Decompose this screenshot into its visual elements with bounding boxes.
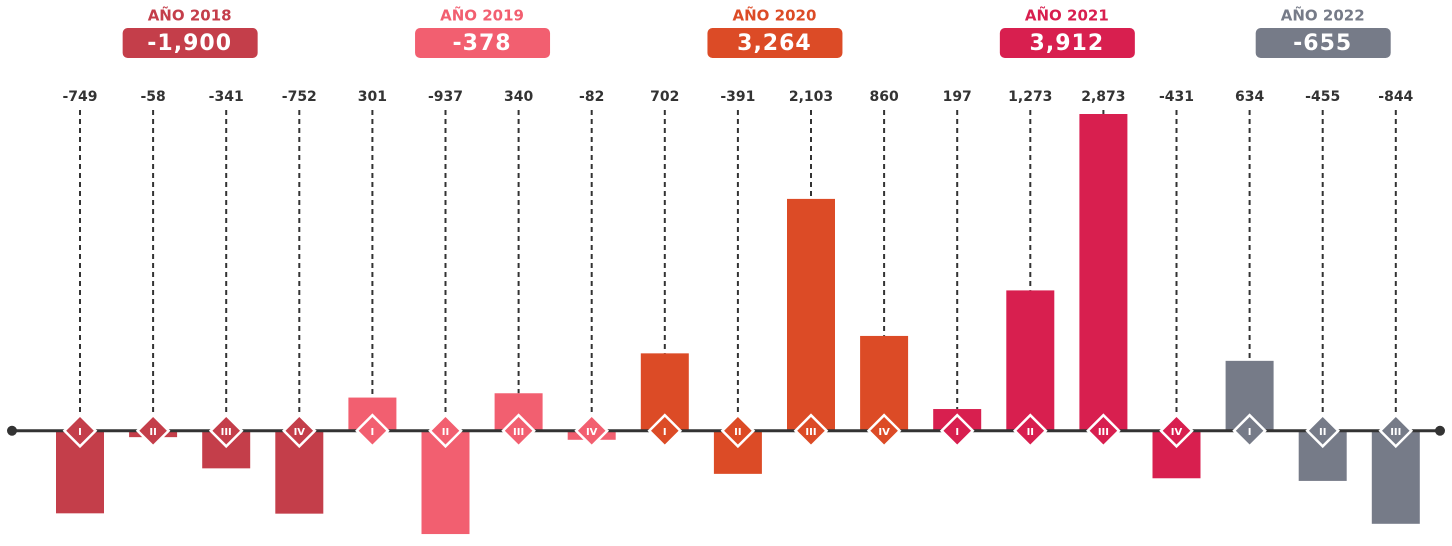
value-label: 301	[358, 89, 387, 105]
quarter-label: II	[442, 427, 449, 438]
quarter-label: III	[513, 427, 524, 438]
quarter-label: I	[663, 427, 667, 438]
value-label: -58	[140, 89, 165, 105]
quarter-label: I	[955, 427, 959, 438]
axis-end	[7, 425, 17, 436]
year-label: AÑO 2021	[1025, 6, 1109, 25]
value-label: -752	[282, 89, 317, 105]
quarter-marker	[428, 413, 463, 449]
value-label: 197	[943, 89, 972, 105]
value-label: 340	[504, 89, 533, 105]
quarter-label: I	[78, 427, 82, 438]
year-total-box	[1255, 28, 1391, 58]
quarter-marker	[720, 413, 756, 449]
value-label: 634	[1235, 89, 1264, 105]
value-label: -455	[1305, 89, 1340, 105]
year-label: AÑO 2019	[440, 6, 524, 25]
value-label: 702	[650, 89, 679, 105]
quarter-marker	[1232, 413, 1267, 449]
bar	[787, 198, 835, 431]
quarter-marker	[1086, 413, 1121, 449]
quarter-label: IV	[586, 427, 598, 438]
value-label: 2,873	[1081, 89, 1125, 105]
bar	[1079, 114, 1128, 431]
quarter-marker	[208, 413, 244, 449]
value-label: 2,103	[789, 89, 833, 105]
year-label: AÑO 2022	[1281, 6, 1365, 25]
quarter-marker	[866, 413, 902, 449]
quarter-label: III	[221, 427, 232, 438]
year-label: AÑO 2018	[148, 6, 232, 25]
quarter-label: II	[149, 427, 156, 438]
year-total-box	[415, 28, 551, 58]
quarter-marker	[1012, 413, 1048, 449]
value-label: 1,273	[1008, 89, 1052, 105]
value-label: -749	[62, 89, 97, 105]
quarter-label: I	[1248, 427, 1252, 438]
quarter-label: III	[1098, 427, 1109, 438]
quarter-label: II	[1319, 427, 1326, 438]
value-label: 860	[869, 89, 898, 105]
quarter-marker	[574, 413, 610, 449]
quarter-marker	[1305, 413, 1341, 449]
value-label: -937	[428, 89, 463, 105]
value-label: -341	[209, 89, 244, 105]
quarter-marker	[793, 413, 829, 449]
quarter-label: IV	[1171, 427, 1183, 438]
quarter-marker	[1159, 413, 1194, 449]
quarter-marker	[135, 413, 171, 449]
value-label: -391	[720, 89, 755, 105]
quarter-label: III	[805, 427, 816, 438]
year-total: -378	[453, 31, 512, 56]
axis-end	[1435, 425, 1445, 436]
year-label: AÑO 2020	[733, 6, 817, 25]
year-total: 3,912	[1030, 31, 1105, 56]
quarter-marker	[355, 413, 390, 449]
value-label: -431	[1159, 89, 1194, 105]
quarter-marker	[62, 413, 98, 449]
quarter-marker	[281, 413, 317, 449]
year-total-box	[122, 28, 258, 58]
quarter-label: IV	[294, 427, 306, 438]
value-label: -82	[579, 89, 604, 105]
quarter-label: II	[1027, 427, 1034, 438]
year-total-box	[999, 28, 1135, 58]
year-total-box	[707, 28, 843, 58]
quarter-marker	[501, 413, 536, 449]
year-total: -655	[1293, 31, 1352, 56]
quarter-label: IV	[878, 427, 890, 438]
year-total: 3,264	[737, 31, 812, 56]
quarter-marker	[1378, 413, 1414, 449]
value-label: -844	[1378, 89, 1413, 105]
quarter-label: III	[1390, 427, 1401, 438]
quarter-marker	[647, 413, 683, 449]
year-total: -1,900	[147, 31, 232, 56]
bar	[1006, 290, 1055, 431]
quarter-label: I	[371, 427, 375, 438]
quarter-marker	[939, 413, 975, 449]
quarter-label: II	[734, 427, 741, 438]
